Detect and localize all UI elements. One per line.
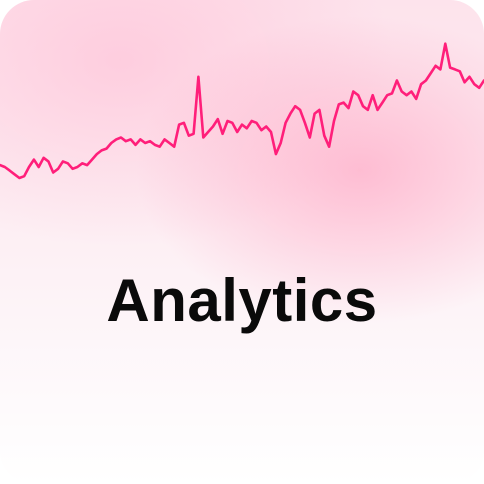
- series-line: [0, 42, 484, 180]
- page-title: Analytics: [106, 267, 378, 334]
